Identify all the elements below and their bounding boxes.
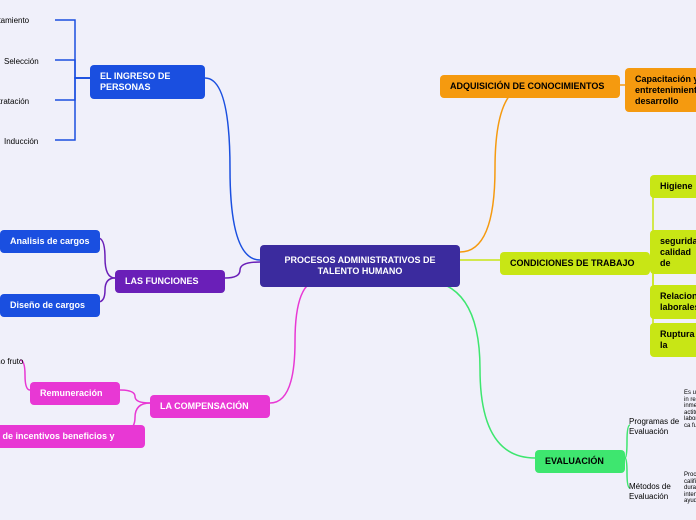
node-compensacion: LA COMPENSACIÓN <box>150 395 270 418</box>
node-selec: Selección <box>0 55 70 69</box>
node-analisis: Analisis de cargos <box>0 230 100 253</box>
node-funciones: LAS FUNCIONES <box>115 270 225 293</box>
node-adquisicion: ADQUISICIÓN DE CONOCIMIENTOS <box>440 75 620 98</box>
node-induc: Inducción <box>0 135 70 149</box>
node-remun: Remuneración <box>30 382 120 405</box>
node-contrat: ntratación <box>0 95 60 109</box>
node-diseno: Diseño de cargos <box>0 294 100 317</box>
node-seguridad: seguridad calidad de <box>650 230 696 274</box>
node-fruto: mo fruto <box>0 355 50 369</box>
node-evaluacion: EVALUACIÓN <box>535 450 625 473</box>
node-higiene: Higiene <box>650 175 696 198</box>
node-condiciones: CONDICIONES DE TRABAJO <box>500 252 650 275</box>
node-ruptura: Ruptura la <box>650 323 696 357</box>
center-node: PROCESOS ADMINISTRATIVOS DE TALENTO HUMA… <box>260 245 460 287</box>
node-incentivos: as de incentivos beneficios y <box>0 425 145 448</box>
node-desc2: Proceso sis califica el t durante cie in… <box>680 470 696 507</box>
node-relaciones: Relaciones laborales <box>650 285 696 319</box>
node-reclut: utamiento <box>0 14 60 28</box>
node-capac: Capacitación y entretenimiento desarroll… <box>625 68 696 112</box>
node-desc1: Es un pr forma in realizada inmediat act… <box>680 388 696 432</box>
node-ingreso: EL INGRESO DE PERSONAS <box>90 65 205 99</box>
